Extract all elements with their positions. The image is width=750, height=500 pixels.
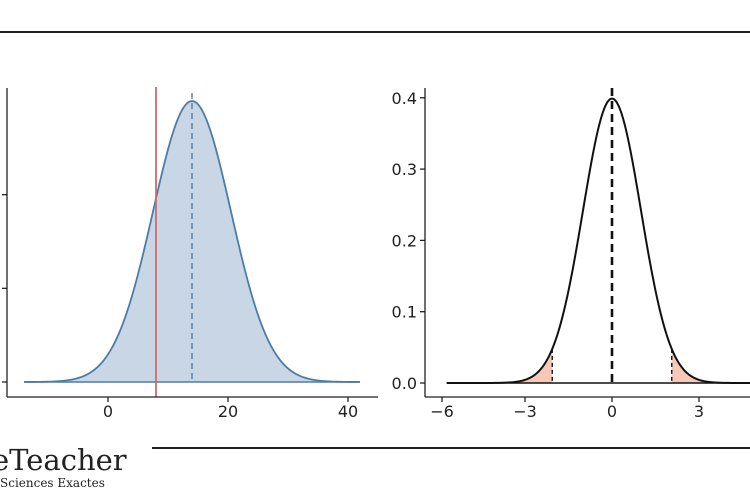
left-density-area: [24, 101, 360, 382]
left-x-ticks: 0 20 40: [103, 397, 358, 421]
right-x-tick-label: −3: [513, 402, 537, 421]
right-x-ticks: −6 −3 0 3: [430, 397, 704, 421]
right-standard-normal-chart: 0.0 0.1 0.2 0.3 0.4 −6 −3 0 3: [392, 88, 750, 421]
right-y-tick-label: 0.1: [392, 303, 417, 322]
right-x-tick-label: 3: [694, 402, 704, 421]
left-x-tick-label: 0: [103, 402, 113, 421]
right-x-tick-label: 0: [607, 402, 617, 421]
right-y-tick-label: 0.0: [392, 374, 417, 393]
left-normal-chart: 0 20 40: [2, 87, 378, 421]
right-x-tick-label: −6: [430, 402, 454, 421]
left-x-tick-label: 40: [338, 402, 358, 421]
left-y-ticks: [2, 194, 7, 383]
right-left-tail-area: [438, 348, 553, 383]
right-y-tick-label: 0.3: [392, 160, 417, 179]
left-density-curve: [24, 100, 360, 383]
right-y-tick-label: 0.4: [392, 89, 417, 108]
brand-title: eTeacher: [0, 443, 127, 477]
right-density-curve: [446, 97, 750, 384]
right-y-ticks: 0.0 0.1 0.2 0.3 0.4: [392, 89, 425, 393]
left-x-tick-label: 20: [218, 402, 238, 421]
right-right-tail-area: [671, 348, 750, 383]
brand-subtitle: Sciences Exactes: [0, 476, 105, 490]
right-y-tick-label: 0.2: [392, 231, 417, 250]
